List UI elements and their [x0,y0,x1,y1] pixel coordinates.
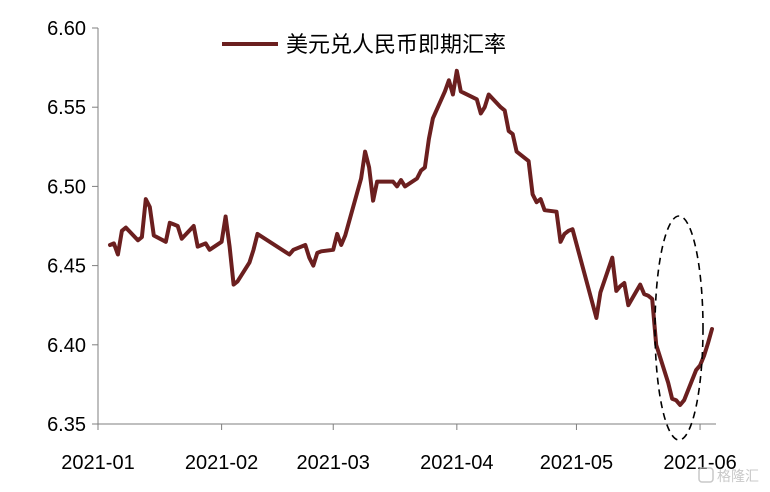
x-tick-label: 2021-05 [540,452,613,474]
y-tick-label: 6.35 [47,414,86,436]
watermark: 格隆汇 [698,467,759,484]
watermark-logo-icon [698,467,714,483]
y-tick-label: 6.45 [47,256,86,278]
highlight-dashed-ellipse [654,215,704,441]
y-tick-label: 6.60 [47,18,86,40]
x-tick-label: 2021-04 [420,452,493,474]
legend: 美元兑人民币即期汇率 [222,32,506,57]
series-line [108,68,714,407]
x-tick-label: 2021-03 [297,452,370,474]
legend-label: 美元兑人民币即期汇率 [286,32,506,57]
watermark-text: 格隆汇 [717,468,759,484]
y-tick-label: 6.40 [47,335,86,357]
y-tick-label: 6.50 [47,176,86,198]
y-ticks: 6.35 6.40 6.45 6.50 6.55 6.60 [47,18,98,436]
series-layer [108,68,714,407]
x-tick-label: 2021-01 [61,452,134,474]
axes [97,28,716,425]
y-tick-label: 6.55 [47,97,86,119]
x-ticks: 2021-01 2021-02 2021-03 2021-04 2021-05 2021-… [61,424,737,474]
x-tick-label: 2021-06 [663,452,736,474]
x-tick-label: 2021-02 [185,452,258,474]
